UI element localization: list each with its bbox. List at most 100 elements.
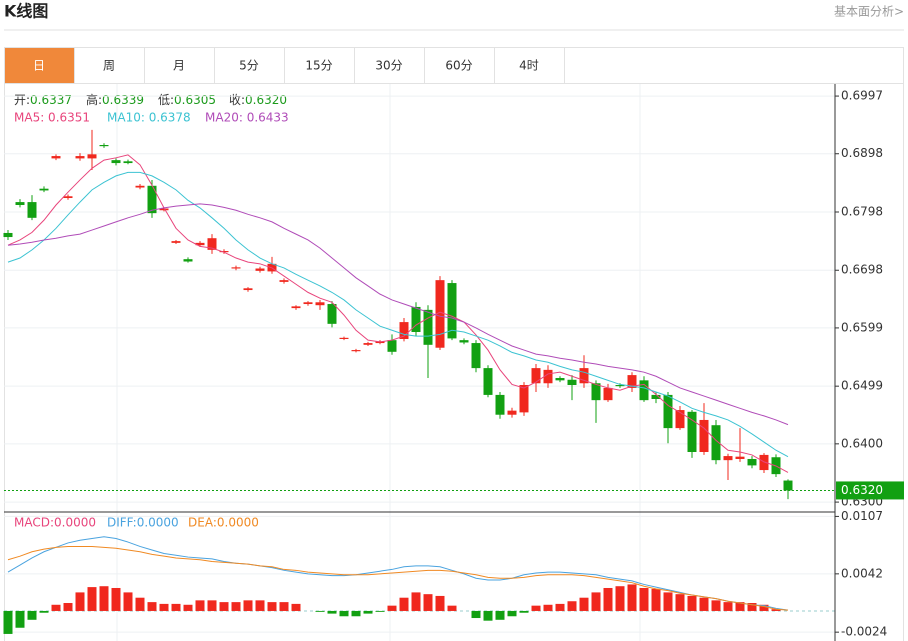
candle-body (219, 251, 229, 253)
y-tick-label: 0.0042 (841, 566, 883, 580)
candle-body (783, 480, 793, 491)
macd-bar (279, 602, 289, 611)
tab[interactable] (4, 47, 75, 84)
candle-body (111, 160, 121, 164)
candle-body (663, 394, 673, 429)
macd-bar (771, 609, 781, 611)
candle-body (147, 185, 157, 214)
tab[interactable] (354, 47, 425, 84)
candle-body (387, 340, 397, 352)
indicator-line (7, 545, 789, 611)
macd-bar (351, 610, 361, 617)
tab-label[interactable]: 15分 (305, 59, 332, 73)
last-price-box (836, 481, 904, 500)
candle-body (447, 283, 457, 339)
macd-bar (183, 604, 193, 611)
info-label: 开: (14, 93, 30, 107)
macd-bar (591, 592, 601, 611)
macd-bar (363, 610, 373, 614)
page-title: K线图 (4, 2, 48, 21)
macd-bar (51, 604, 61, 611)
macd-bar (567, 601, 577, 611)
info-value: 0.6320 (245, 93, 287, 107)
candle-body (507, 410, 517, 415)
candle-body (87, 154, 97, 159)
tab[interactable] (284, 47, 355, 84)
tab-label[interactable]: 30分 (375, 59, 402, 73)
tab-label[interactable]: 5分 (239, 59, 259, 73)
info-value: 0.6337 (30, 93, 72, 107)
candle-body (171, 241, 181, 243)
candle-body (747, 458, 757, 466)
legend-entry: MACD:0.0000 (14, 516, 96, 530)
candle-body (531, 368, 541, 384)
candle-body (315, 302, 325, 306)
candle-body (279, 280, 289, 282)
tab[interactable] (214, 47, 285, 84)
macd-bar (255, 600, 265, 611)
fundamental-link[interactable]: 基本面分析> (834, 5, 904, 19)
info-label: 高: (86, 92, 102, 107)
macd-bar (63, 603, 73, 611)
macd-bar (435, 595, 445, 611)
macd-bar (123, 592, 133, 611)
candle-body (51, 156, 61, 159)
macd-bar (219, 602, 229, 611)
macd-bar (327, 610, 337, 614)
candle-body (39, 188, 49, 191)
macd-bar (627, 584, 637, 611)
indicator-line (7, 154, 789, 473)
y-tick-label: -0.0024 (841, 625, 887, 639)
info-label: 低: (158, 93, 174, 107)
macd-bar (267, 602, 277, 611)
candle-body (411, 306, 421, 332)
tab-label[interactable]: 60分 (445, 59, 472, 73)
macd-bar (207, 600, 217, 611)
macd-bar (723, 602, 733, 611)
info-value: 0.6339 (102, 93, 144, 107)
ohlc-info: 收:0.6320 (229, 93, 287, 107)
macd-bar (111, 587, 121, 611)
candle-body (579, 368, 589, 384)
info-value: 0.6305 (174, 93, 216, 107)
tab-label[interactable]: 月 (173, 59, 185, 73)
candle-body (615, 385, 625, 387)
candle-body (123, 161, 133, 164)
macd-bar (663, 592, 673, 611)
candle-body (519, 385, 529, 413)
macd-bar (399, 597, 409, 611)
macd-bar (615, 586, 625, 611)
ohlc-info: 低:0.6305 (158, 93, 216, 107)
macd-bar (531, 605, 541, 611)
tab-label[interactable]: 周 (103, 59, 115, 73)
tab[interactable] (424, 47, 495, 84)
candle-body (759, 454, 769, 471)
candle-body (303, 302, 313, 305)
macd-bar (387, 605, 397, 611)
tab-label[interactable]: 日 (33, 59, 45, 73)
tab-label[interactable]: 4时 (519, 59, 539, 73)
candle-body (399, 322, 409, 339)
ohlc-info: 开:0.6337 (14, 93, 72, 107)
macd-bar (195, 600, 205, 611)
macd-bar (75, 592, 85, 611)
candle-body (351, 350, 361, 352)
last-price-label: 0.6320 (841, 483, 883, 497)
candle-body (291, 306, 301, 309)
macd-bar (27, 610, 37, 620)
y-tick-label: 0.6798 (841, 204, 883, 218)
y-tick-label: 0.6997 (841, 89, 883, 103)
y-tick-label: 0.6599 (841, 320, 883, 334)
candle-body (687, 411, 697, 452)
ohlc-info: 高:0.6339 (86, 92, 144, 107)
macd-bar (135, 597, 145, 611)
tab[interactable] (494, 47, 565, 84)
macd-bar (339, 610, 349, 617)
candle-body (483, 368, 493, 395)
legend-entry: MA20: 0.6433 (205, 111, 289, 125)
macd-bar (159, 603, 169, 611)
macd-bar (543, 604, 553, 611)
macd-bar (291, 603, 301, 611)
macd-bar (699, 597, 709, 611)
candle-body (63, 196, 73, 199)
